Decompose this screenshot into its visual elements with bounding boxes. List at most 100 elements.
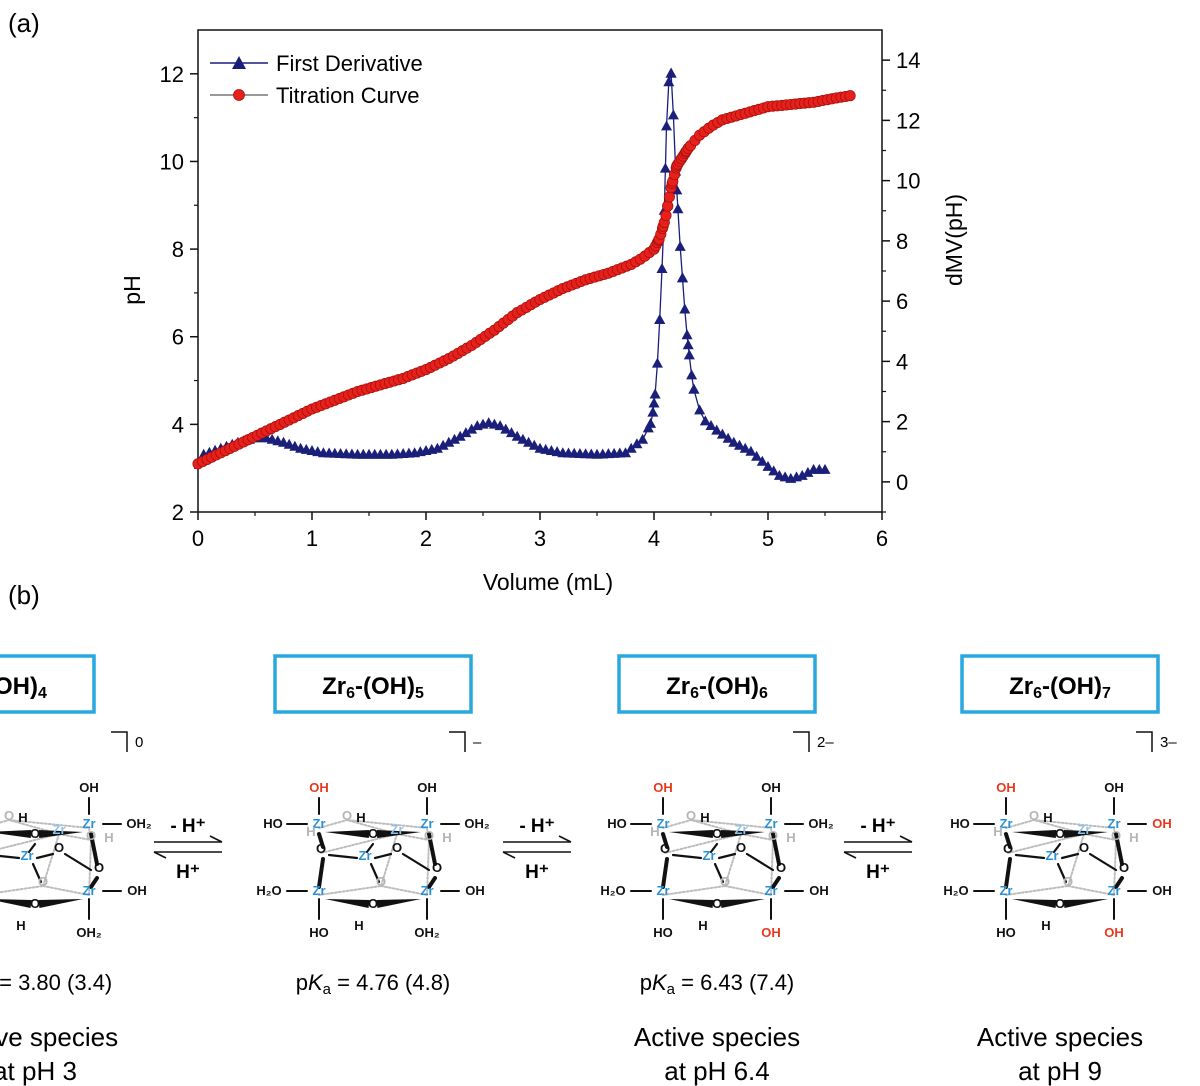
o-atom: O bbox=[432, 860, 442, 875]
derivative-point bbox=[751, 450, 763, 461]
h-atom: H bbox=[698, 918, 707, 933]
species-title-part: 4 bbox=[38, 685, 47, 702]
pka-sub: a bbox=[667, 981, 676, 998]
forward-arrow-label: - H⁺ bbox=[519, 816, 554, 837]
o-atom: O bbox=[392, 840, 402, 855]
note-line-1: Active species bbox=[0, 1022, 118, 1052]
zr-atom: Zr bbox=[1000, 883, 1013, 898]
y2-tick-label: 8 bbox=[896, 229, 908, 254]
backward-arrow-label: H⁺ bbox=[176, 862, 200, 883]
derivative-point bbox=[443, 436, 455, 447]
bond bbox=[709, 842, 719, 854]
bond bbox=[724, 833, 742, 887]
bond bbox=[89, 876, 99, 889]
o-atom-back: O bbox=[1111, 828, 1121, 843]
derivative-point bbox=[802, 466, 814, 477]
species-title-part: -(OH) bbox=[699, 673, 759, 700]
equilibrium-arrow-0: - H⁺ H⁺ bbox=[153, 816, 223, 883]
o-atom: O bbox=[94, 860, 104, 875]
top-right-ligand: OH bbox=[417, 780, 437, 795]
wedge-bond bbox=[720, 830, 765, 838]
o-atom-back: O bbox=[720, 874, 730, 889]
zr-atom-back: Zr bbox=[735, 822, 748, 837]
bond bbox=[771, 832, 781, 866]
zr-atom: Zr bbox=[83, 883, 96, 898]
pka-k: K bbox=[652, 970, 668, 995]
right-bottom-ligand: OH bbox=[127, 883, 147, 898]
bond bbox=[317, 857, 325, 889]
y2-tick-label: 4 bbox=[896, 349, 908, 374]
y-tick-label: 2 bbox=[172, 500, 184, 525]
bottom-left-ligand: HO bbox=[309, 925, 329, 940]
backward-arrow-label: H⁺ bbox=[525, 862, 549, 883]
bottom-left-ligand: HO bbox=[996, 925, 1016, 940]
right-top-ligand: OH bbox=[1152, 816, 1172, 831]
bond bbox=[1004, 857, 1012, 889]
bottom-left-ligand: HO bbox=[653, 925, 673, 940]
derivative-point bbox=[677, 272, 688, 283]
wedge-bond bbox=[376, 899, 421, 908]
bond bbox=[1004, 832, 1012, 849]
bond bbox=[0, 854, 21, 860]
y2-tick-label: 14 bbox=[896, 48, 920, 73]
derivative-point bbox=[654, 313, 666, 324]
bond bbox=[661, 832, 669, 849]
bond bbox=[396, 833, 430, 841]
bond bbox=[1067, 833, 1085, 887]
species-title: Zr6-(OH)4 bbox=[0, 673, 47, 702]
x-tick-label: 2 bbox=[420, 526, 432, 551]
right-bottom-ligand: OH bbox=[465, 883, 485, 898]
y2-tick-label: 0 bbox=[896, 470, 908, 495]
derivative-point bbox=[672, 203, 684, 214]
left-top-ligand: HO bbox=[263, 816, 283, 831]
wedge-bond bbox=[376, 830, 421, 838]
x-tick-label: 5 bbox=[762, 526, 774, 551]
y2-tick-label: 6 bbox=[896, 289, 908, 314]
forward-arrow-label: - H⁺ bbox=[170, 816, 205, 837]
bond bbox=[770, 839, 774, 896]
derivative-point bbox=[745, 445, 757, 456]
species-title-part: 5 bbox=[415, 685, 424, 702]
bond bbox=[724, 885, 772, 896]
derivative-point bbox=[694, 404, 706, 415]
derivative-point bbox=[711, 424, 723, 435]
pka-sub: a bbox=[323, 981, 332, 998]
bond bbox=[401, 852, 431, 872]
x-tick-label: 3 bbox=[534, 526, 546, 551]
bond bbox=[1088, 852, 1118, 872]
derivative-point bbox=[674, 240, 686, 251]
y-tick-label: 8 bbox=[172, 237, 184, 262]
bond bbox=[320, 833, 398, 854]
h-atom: H bbox=[18, 810, 27, 825]
species-title-part: -(OH) bbox=[0, 673, 38, 700]
zr-atom: Zr bbox=[1000, 816, 1013, 831]
derivative-point bbox=[631, 438, 643, 449]
charge-label: – bbox=[473, 734, 482, 751]
derivative-point bbox=[651, 357, 663, 368]
zr-atom: Zr bbox=[1108, 883, 1121, 898]
derivative-point bbox=[716, 428, 728, 439]
left-bottom-ligand: H₂O bbox=[943, 883, 968, 898]
y-tick-label: 10 bbox=[160, 149, 184, 174]
species-title-box bbox=[617, 654, 817, 714]
derivative-point bbox=[722, 432, 734, 443]
y2-tick-label: 2 bbox=[896, 410, 908, 435]
titration-point bbox=[662, 200, 674, 212]
species-title-part: Zr bbox=[322, 673, 346, 700]
o-atom-back: O bbox=[342, 808, 352, 823]
panel-b-label: (b) bbox=[8, 580, 40, 610]
species-title-box bbox=[0, 654, 96, 714]
bond bbox=[1014, 853, 1046, 860]
derivative-point bbox=[734, 439, 745, 450]
derivative-point bbox=[637, 433, 649, 444]
species-0: Zr6-(OH)40ZrZrZrZrZrZrOOOOOOOOHHHHOHHOOH… bbox=[0, 654, 152, 1086]
bond bbox=[317, 832, 325, 849]
h-atom: H bbox=[700, 810, 709, 825]
species-title: Zr6-(OH)5 bbox=[322, 673, 424, 702]
legend-derivative-label: First Derivative bbox=[276, 51, 423, 76]
pka-value: = 3.80 (3.4) bbox=[0, 970, 112, 995]
bond bbox=[35, 852, 55, 860]
